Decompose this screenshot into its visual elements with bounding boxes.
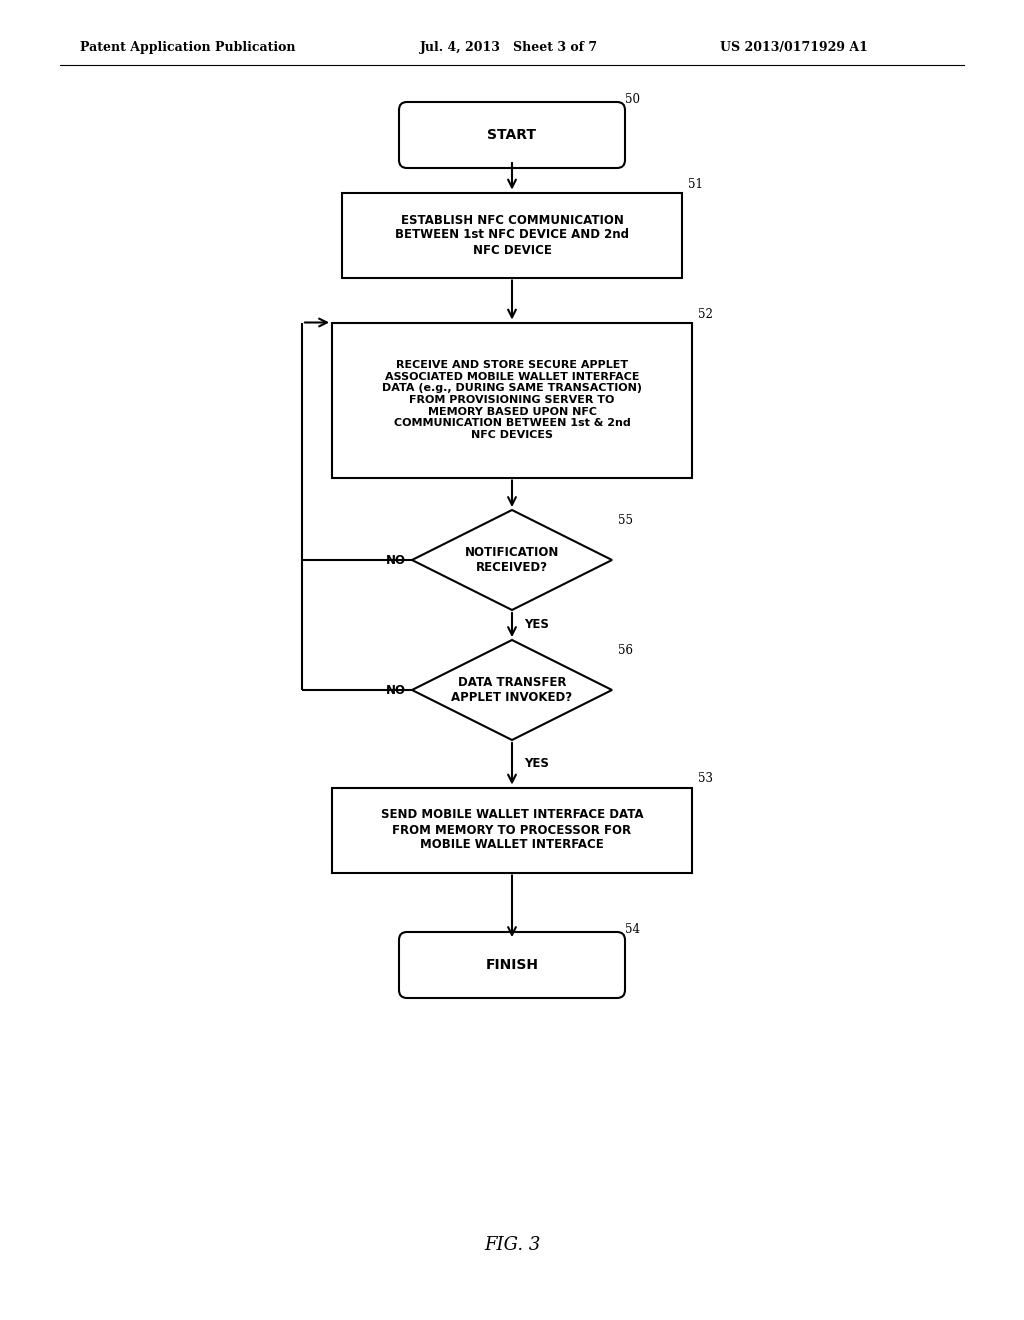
Polygon shape (412, 510, 612, 610)
Text: ESTABLISH NFC COMMUNICATION
BETWEEN 1st NFC DEVICE AND 2nd
NFC DEVICE: ESTABLISH NFC COMMUNICATION BETWEEN 1st … (395, 214, 629, 256)
FancyBboxPatch shape (399, 102, 625, 168)
Polygon shape (412, 640, 612, 741)
Text: YES: YES (524, 619, 549, 631)
Text: 54: 54 (625, 923, 640, 936)
Text: START: START (487, 128, 537, 143)
Text: NO: NO (386, 684, 406, 697)
Text: 56: 56 (618, 644, 633, 657)
Text: Patent Application Publication: Patent Application Publication (80, 41, 296, 54)
Text: 53: 53 (698, 772, 713, 785)
Text: NO: NO (386, 553, 406, 566)
Bar (342, 193, 682, 277)
Text: US 2013/0171929 A1: US 2013/0171929 A1 (720, 41, 868, 54)
Text: NOTIFICATION
RECEIVED?: NOTIFICATION RECEIVED? (465, 546, 559, 574)
Bar (332, 322, 692, 478)
Text: 52: 52 (698, 308, 713, 321)
Text: 51: 51 (688, 177, 702, 190)
Text: FIG. 3: FIG. 3 (483, 1236, 541, 1254)
Text: DATA TRANSFER
APPLET INVOKED?: DATA TRANSFER APPLET INVOKED? (452, 676, 572, 704)
Bar (332, 788, 692, 873)
Text: SEND MOBILE WALLET INTERFACE DATA
FROM MEMORY TO PROCESSOR FOR
MOBILE WALLET INT: SEND MOBILE WALLET INTERFACE DATA FROM M… (381, 808, 643, 851)
Text: RECEIVE AND STORE SECURE APPLET
ASSOCIATED MOBILE WALLET INTERFACE
DATA (e.g., D: RECEIVE AND STORE SECURE APPLET ASSOCIAT… (382, 360, 642, 440)
Text: FINISH: FINISH (485, 958, 539, 972)
Text: YES: YES (524, 758, 549, 771)
FancyBboxPatch shape (399, 932, 625, 998)
Text: Jul. 4, 2013   Sheet 3 of 7: Jul. 4, 2013 Sheet 3 of 7 (420, 41, 598, 54)
Text: 55: 55 (618, 513, 633, 527)
Text: 50: 50 (625, 92, 640, 106)
